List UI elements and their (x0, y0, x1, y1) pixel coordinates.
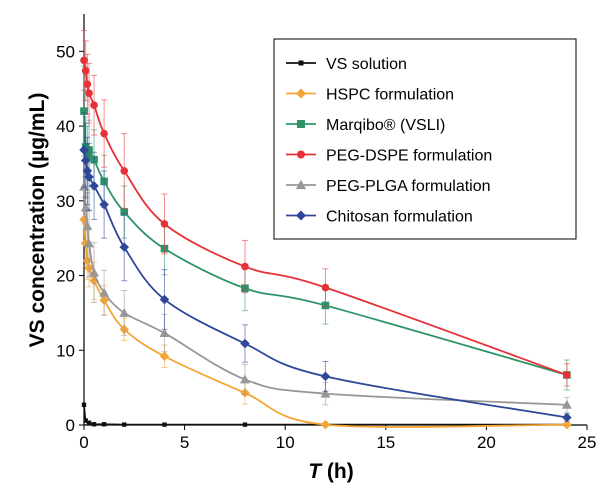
legend-label: Marqibo® (VSLI) (326, 117, 445, 134)
x-axis-title: T (h) (308, 460, 353, 483)
y-tick-label: 40 (56, 117, 75, 136)
legend-label: PEG-PLGA formulation (326, 178, 491, 195)
data-point (242, 422, 248, 427)
data-point (119, 242, 129, 252)
data-point (159, 351, 170, 362)
data-point (562, 412, 572, 423)
data-point (82, 221, 93, 231)
data-point (320, 371, 331, 382)
x-axis-title-italic: T (308, 460, 323, 483)
y-tick-label: 20 (56, 267, 75, 286)
data-point (81, 66, 90, 75)
y-tick-label: 30 (56, 192, 75, 211)
data-point (99, 287, 110, 297)
x-tick-label: 10 (276, 433, 295, 452)
data-point (86, 420, 92, 425)
legend-marker (296, 210, 306, 221)
data-point (162, 422, 167, 427)
y-tick-label: 10 (56, 341, 75, 360)
legend-label: VS solution (326, 56, 407, 73)
y-tick-label: 50 (56, 42, 75, 61)
data-point (89, 267, 99, 277)
data-point (81, 402, 87, 408)
data-point (159, 294, 170, 305)
legend-marker (295, 179, 307, 190)
y-axis-title: VS concentration (µg/mL) (26, 93, 49, 348)
legend-marker (297, 150, 305, 159)
data-point (240, 338, 250, 349)
data-point (320, 419, 331, 430)
data-point (562, 419, 572, 430)
data-point (82, 255, 93, 266)
data-point (83, 418, 88, 423)
data-point (160, 220, 169, 228)
legend: VS solution HSPC formulation Marqibo® (VSL… (273, 38, 577, 240)
y-tick-label: 0 (66, 416, 75, 435)
x-tick-label: 25 (578, 433, 597, 452)
data-point (80, 107, 88, 115)
data-point (79, 145, 89, 155)
series-5 (79, 112, 572, 423)
legend-label: PEG-DSPE formulation (326, 148, 492, 165)
legend-marker (298, 60, 304, 66)
data-point (83, 80, 92, 89)
legend-box (273, 38, 577, 240)
data-point (84, 238, 94, 248)
plot-area: 0 5 10 15 20 25 0 10 20 30 40 50 (56, 14, 596, 452)
legend-label: Chitosan formulation (326, 209, 473, 226)
x-tick-label: 0 (79, 433, 88, 452)
data-point (101, 422, 107, 427)
x-axis-title-unit: (h) (321, 460, 354, 483)
series-3 (80, 29, 571, 387)
data-point (120, 208, 129, 216)
data-point (320, 388, 331, 398)
data-point (90, 101, 98, 109)
data-point (122, 422, 127, 427)
x-tick-label: 20 (477, 433, 496, 452)
data-point (100, 129, 108, 138)
legend-label: HSPC formulation (326, 87, 454, 104)
x-tick-label: 5 (180, 433, 189, 452)
data-point (159, 328, 170, 338)
legend-marker (297, 120, 305, 128)
data-point (240, 374, 250, 384)
data-point (99, 199, 109, 210)
data-point (80, 202, 91, 212)
data-point (84, 172, 94, 182)
data-point (561, 399, 572, 409)
data-point (321, 283, 330, 292)
data-point (80, 56, 88, 65)
data-point (80, 155, 91, 166)
data-point (89, 181, 99, 191)
legend-marker (296, 88, 306, 99)
data-point (119, 307, 130, 317)
data-point (85, 89, 93, 98)
legend-items: VS solution HSPC formulation Marqibo® (VSL… (286, 56, 492, 226)
data-point (563, 371, 571, 379)
data-point (120, 167, 129, 175)
data-point (241, 262, 249, 271)
data-point (91, 422, 97, 427)
x-tick-label: 15 (376, 433, 395, 452)
